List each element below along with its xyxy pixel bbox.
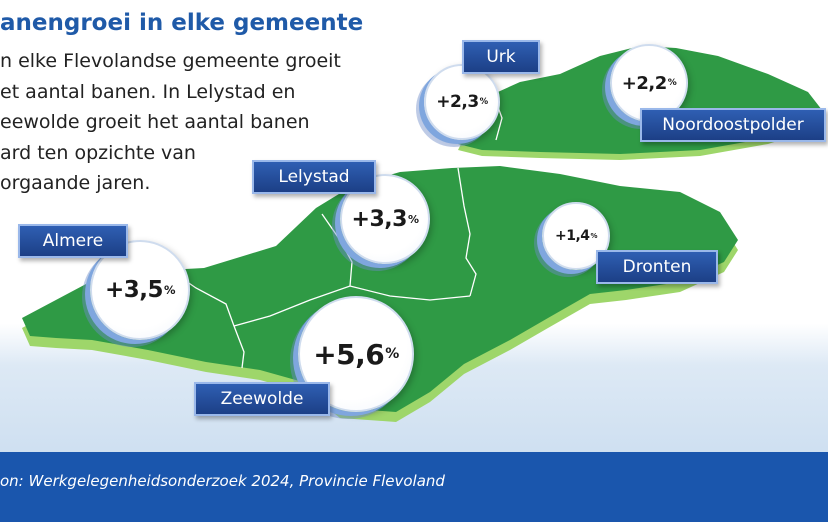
percent-sign: % (385, 346, 399, 362)
intro-text: n elke Flevolandse gemeente groeit et aa… (0, 46, 380, 199)
source-text: on: Werkgelegenheidsonderzoek 2024, Prov… (0, 472, 445, 490)
label-lelystad: Lelystad (252, 160, 376, 194)
almere-zeewolde-border (169, 269, 245, 369)
intro-line: eewolde groeit het aantal banen (0, 111, 310, 133)
label-urk: Urk (462, 40, 540, 74)
growth-value: +2,3 (436, 92, 479, 112)
growth-value: +1,4 (554, 228, 590, 244)
almere-lelystad-border (321, 213, 353, 287)
lelystad-dronten-border (457, 167, 477, 297)
label-zeewolde: Zeewolde (194, 382, 330, 416)
page-title: anengroei in elke gemeente (0, 10, 364, 36)
percent-sign: % (479, 97, 489, 107)
label-almere: Almere (18, 224, 128, 258)
percent-sign: % (163, 283, 176, 297)
intro-line: n elke Flevolandse gemeente groeit (0, 50, 341, 72)
growth-value: +5,6 (313, 337, 385, 371)
source-footer: on: Werkgelegenheidsonderzoek 2024, Prov… (0, 452, 828, 522)
growth-value: +3,3 (351, 206, 408, 232)
percent-sign: % (590, 232, 598, 240)
badge-zeewolde: +5,6% (298, 296, 414, 412)
growth-value: +3,5 (104, 277, 164, 303)
intro-line: ard ten opzichte van (0, 141, 196, 164)
growth-value: +2,2 (621, 72, 667, 94)
percent-sign: % (407, 212, 419, 226)
label-noordoostpolder: Noordoostpolder (640, 108, 826, 142)
intro-line: orgaande jaren. (0, 172, 151, 194)
badge-almere: +3,5% (90, 240, 190, 340)
intro-line: et aantal banen. In Lelystad en (0, 80, 296, 103)
badge-urk: +2,3% (424, 64, 500, 140)
percent-sign: % (667, 78, 677, 88)
label-dronten: Dronten (596, 250, 718, 284)
